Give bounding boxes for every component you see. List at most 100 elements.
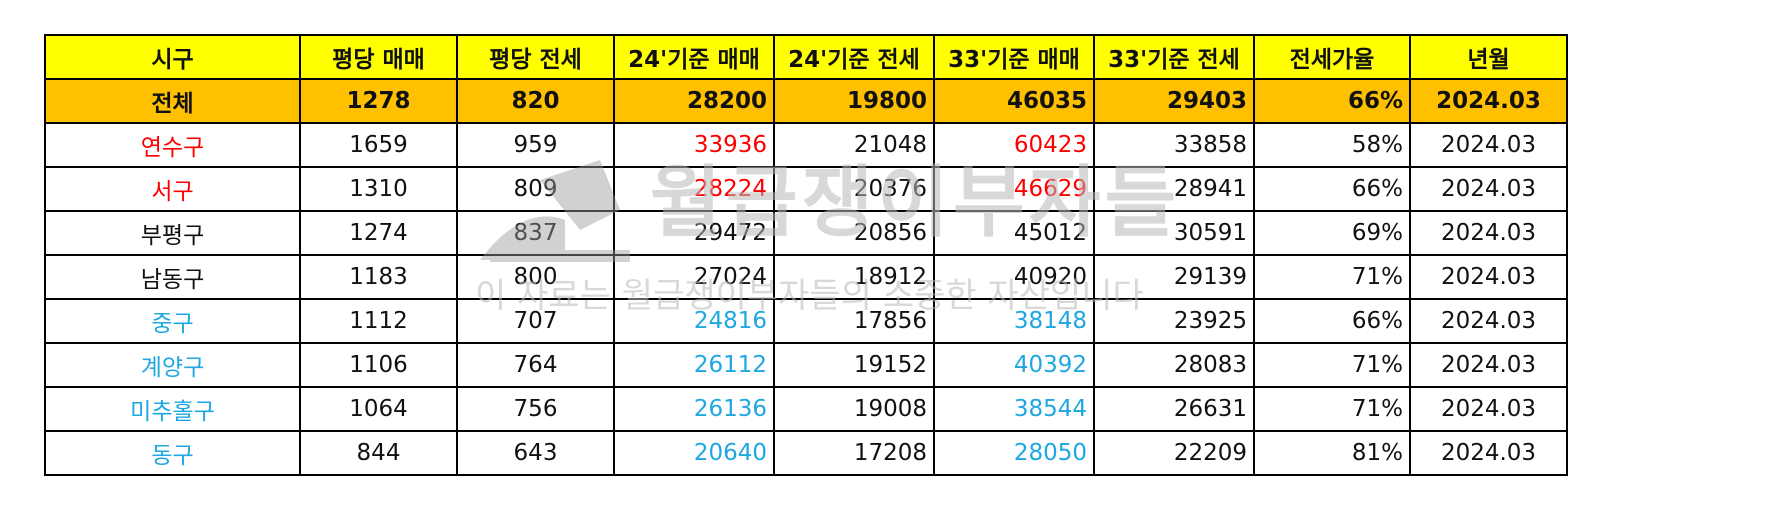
table-row-cell: 17856: [773, 298, 935, 344]
total-row-cell: 19800: [773, 78, 935, 124]
header-row-cell: 24'기준 매매: [613, 34, 775, 80]
table-row-cell: 남동구: [44, 254, 301, 300]
total-row-cell: 29403: [1093, 78, 1255, 124]
table-row-cell: 24816: [613, 298, 775, 344]
table-row-cell: 서구: [44, 166, 301, 212]
table-row-cell: 1112: [299, 298, 458, 344]
table-row-cell: 40392: [933, 342, 1095, 388]
table-row: 동구 844 643 20640 17208 28050 22209 81% 2024.03: [44, 430, 1568, 476]
table-row-cell: 1183: [299, 254, 458, 300]
table-row-cell: 28941: [1093, 166, 1255, 212]
table-row-cell: 33936: [613, 122, 775, 168]
header-row-cell: 시구: [44, 34, 301, 80]
header-row-cell: 33'기준 매매: [933, 34, 1095, 80]
header-row: 시구 평당 매매 평당 전세 24'기준 매매 24'기준 전세 33'기준 매매 33'기…: [44, 34, 1568, 80]
table-row-cell: 17208: [773, 430, 935, 476]
total-row-cell: 46035: [933, 78, 1095, 124]
total-row-cell: 820: [456, 78, 615, 124]
table-row-cell: 38544: [933, 386, 1095, 432]
table-row-cell: 2024.03: [1409, 254, 1568, 300]
table-row: 남동구 1183 800 27024 18912 40920 29139 71% 2024.03: [44, 254, 1568, 300]
table-row: 중구 1112 707 24816 17856 38148 23925 66% 2024.03: [44, 298, 1568, 344]
table-row-cell: 38148: [933, 298, 1095, 344]
table-row-cell: 844: [299, 430, 458, 476]
table-row-cell: 1310: [299, 166, 458, 212]
table-row-cell: 29139: [1093, 254, 1255, 300]
table-row-cell: 28224: [613, 166, 775, 212]
table-row-cell: 21048: [773, 122, 935, 168]
table-row: 서구 1310 809 28224 20376 46629 28941 66% 2024.03: [44, 166, 1568, 212]
table-row-cell: 18912: [773, 254, 935, 300]
header-row-cell: 전세가율: [1253, 34, 1411, 80]
table-row-cell: 26631: [1093, 386, 1255, 432]
table-row-cell: 1064: [299, 386, 458, 432]
total-row-cell: 28200: [613, 78, 775, 124]
table-row: 부평구12748372947220856450123059169%2024.03: [44, 210, 1568, 256]
table-row-cell: 46629: [933, 166, 1095, 212]
total-row-cell: 1278: [299, 78, 458, 124]
table-row-cell: 22209: [1093, 430, 1255, 476]
table-row-cell: 707: [456, 298, 615, 344]
table-row-cell: 66%: [1253, 298, 1411, 344]
table-row-cell: 69%: [1253, 210, 1411, 256]
table-row-cell: 26112: [613, 342, 775, 388]
table-row-cell: 2024.03: [1409, 122, 1568, 168]
table-row-cell: 계양구: [44, 342, 301, 388]
table-row-cell: 연수구: [44, 122, 301, 168]
table-row-cell: 800: [456, 254, 615, 300]
table-row-cell: 81%: [1253, 430, 1411, 476]
table-row: 계양구 1106 764 26112 19152 40392 28083 71% 2024.03: [44, 342, 1568, 388]
table-row-cell: 71%: [1253, 342, 1411, 388]
table-row-cell: 764: [456, 342, 615, 388]
header-row-cell: 년월: [1409, 34, 1568, 80]
table-row-cell: 동구: [44, 430, 301, 476]
table-row-cell: 2024.03: [1409, 298, 1568, 344]
table-row-cell: 40920: [933, 254, 1095, 300]
table-row-cell: 1659: [299, 122, 458, 168]
table-row-cell: 19152: [773, 342, 935, 388]
table-row-cell: 28050: [933, 430, 1095, 476]
table-row-cell: 30591: [1093, 210, 1255, 256]
table-row-cell: 23925: [1093, 298, 1255, 344]
table-row-cell: 837: [456, 210, 615, 256]
table-row-cell: 2024.03: [1409, 342, 1568, 388]
total-row-cell: 전체: [44, 78, 301, 124]
total-row-cell: 66%: [1253, 78, 1411, 124]
table-row-cell: 28083: [1093, 342, 1255, 388]
table-row-cell: 71%: [1253, 386, 1411, 432]
table-row-cell: 45012: [933, 210, 1095, 256]
header-row-cell: 33'기준 전세: [1093, 34, 1255, 80]
table-row: 미추홀구 1064 756 26136 19008 38544 26631 71% 2024.0…: [44, 386, 1568, 432]
table-row-cell: 20856: [773, 210, 935, 256]
table-row-cell: 2024.03: [1409, 386, 1568, 432]
table-row-cell: 71%: [1253, 254, 1411, 300]
table-row-cell: 643: [456, 430, 615, 476]
table-row-cell: 부평구: [44, 210, 301, 256]
table-row: 연수구 1659 959 33936 21048 60423 33858 58% 2024.03: [44, 122, 1568, 168]
table-row-cell: 27024: [613, 254, 775, 300]
table-row-cell: 66%: [1253, 166, 1411, 212]
table-row-cell: 29472: [613, 210, 775, 256]
table-row-cell: 20376: [773, 166, 935, 212]
price-table-container: 시구 평당 매매 평당 전세 24'기준 매매 24'기준 전세 33'기준 매매 33'기…: [44, 34, 1568, 476]
header-row-cell: 평당 매매: [299, 34, 458, 80]
header-row-cell: 평당 전세: [456, 34, 615, 80]
table-row-cell: 26136: [613, 386, 775, 432]
table-row-cell: 809: [456, 166, 615, 212]
table-row-cell: 60423: [933, 122, 1095, 168]
table-row-cell: 1106: [299, 342, 458, 388]
table-row-cell: 미추홀구: [44, 386, 301, 432]
table-row-cell: 58%: [1253, 122, 1411, 168]
total-row: 전체 1278 820 28200 19800 46035 29403 66% 2024.03: [44, 78, 1568, 124]
table-row-cell: 19008: [773, 386, 935, 432]
total-row-cell: 2024.03: [1409, 78, 1568, 124]
table-row-cell: 1274: [299, 210, 458, 256]
table-row-cell: 20640: [613, 430, 775, 476]
price-table: 시구 평당 매매 평당 전세 24'기준 매매 24'기준 전세 33'기준 매매 33'기…: [44, 34, 1568, 476]
watermark-logo-icon: [480, 160, 630, 262]
table-row-cell: 959: [456, 122, 615, 168]
table-row-cell: 756: [456, 386, 615, 432]
table-row-cell: 2024.03: [1409, 210, 1568, 256]
table-row-cell: 2024.03: [1409, 430, 1568, 476]
table-row-cell: 33858: [1093, 122, 1255, 168]
